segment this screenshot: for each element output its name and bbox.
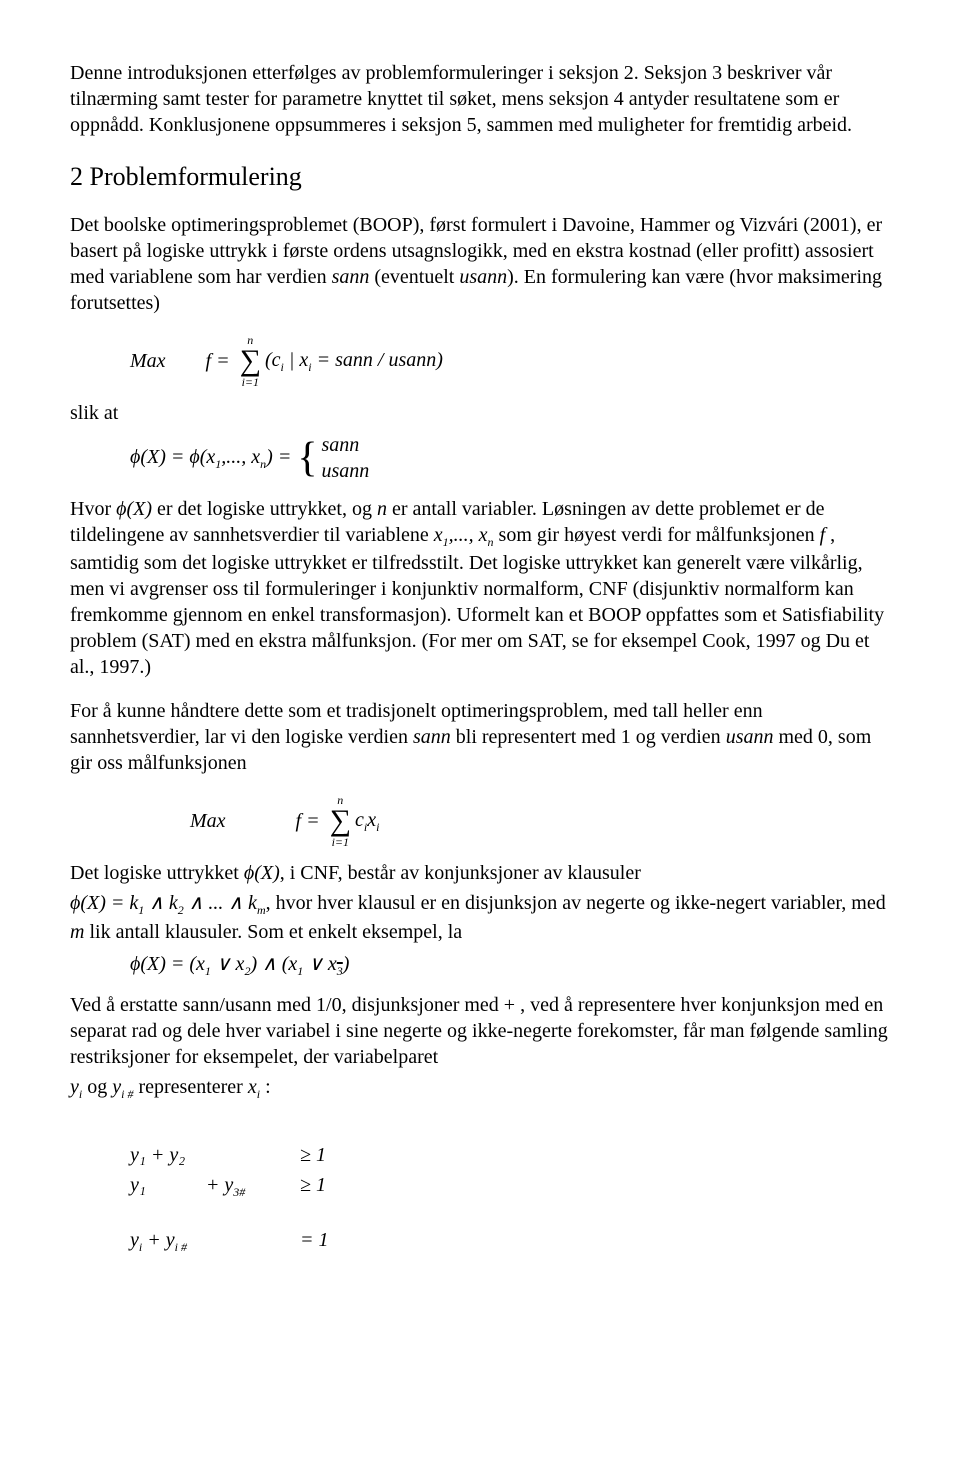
text: x <box>248 1076 257 1098</box>
text: ,..., x <box>449 524 488 546</box>
word-usann: usann <box>726 726 774 748</box>
constraint-rhs: ≥ 1 <box>300 1142 326 1168</box>
text: , hvor hver klausul er en disjunksjon av… <box>266 892 886 914</box>
text: + y <box>142 1229 174 1251</box>
paragraph-constraints-intro: Ved å erstatte sann/usann med 1/0, disju… <box>70 992 890 1070</box>
text: er det logiske uttrykket, og <box>152 498 377 520</box>
objective-function-1: Max f = n ∑ i=1 (ci | xi = sann / usann) <box>130 334 890 388</box>
paragraph-boop-def: Det boolske optimeringsproblemet (BOOP),… <box>70 212 890 316</box>
text: , samtidig som det logiske uttrykket er … <box>70 524 884 679</box>
text: bli representert med 1 og verdien <box>451 726 726 748</box>
text: ϕ(X) = ϕ(x <box>130 446 215 468</box>
text: | x <box>284 349 308 371</box>
section-heading: 2 Problemformulering <box>70 160 890 194</box>
text: ∧ ... ∧ k <box>184 892 257 914</box>
text: y₁ <box>130 1174 146 1196</box>
text: lik antall klausuler. Som et enkelt ekse… <box>84 921 462 943</box>
brace-option-usann: usann <box>322 458 370 484</box>
intro-paragraph: Denne introduksjonen etterfølges av prob… <box>70 60 890 138</box>
paragraph-numeric: For å kunne håndtere dette som et tradis… <box>70 698 890 776</box>
max-label: Max <box>190 808 226 834</box>
text: ) <box>343 953 350 975</box>
phi-x: ϕ(X) <box>244 862 280 884</box>
text: ϕ(X) = k <box>70 892 138 914</box>
sum-lower: i=1 <box>242 376 259 388</box>
summation-icon: n ∑ i=1 <box>330 794 351 848</box>
paragraph-solution: Hvor ϕ(X) er det logiske uttrykket, og n… <box>70 496 890 681</box>
text: ∧ k <box>144 892 178 914</box>
text: Det logiske uttrykket <box>70 862 244 884</box>
text: (c <box>265 349 281 371</box>
text: ϕ(X) = (x <box>130 953 205 975</box>
subscript: i # <box>175 1240 187 1254</box>
subscript: i <box>376 820 379 834</box>
text: som gir høyest verdi for målfunksjonen <box>494 524 820 546</box>
slik-at: slik at <box>70 400 890 426</box>
subscript: i # <box>121 1087 133 1101</box>
constraint-row-2: y₁ + y3# ≥ 1 <box>130 1172 890 1201</box>
objective-function-2: Max f = n ∑ i=1 cixi <box>190 794 890 848</box>
text: : <box>260 1076 271 1098</box>
text: Hvor <box>70 498 116 520</box>
text: ) = <box>266 446 291 468</box>
word-usann: usann <box>459 266 507 288</box>
phi-definition: ϕ(X) = ϕ(x1,..., xn) = { sann usann <box>130 432 890 484</box>
constraint-row-1: y₁ + y₂ ≥ 1 <box>130 1142 890 1168</box>
subscript: m <box>257 903 266 917</box>
brace-option-sann: sann <box>322 432 370 458</box>
m-var: m <box>70 921 84 943</box>
constraint-rhs: ≥ 1 <box>300 1172 326 1198</box>
obj-body: (ci | xi = sann / usann) <box>265 347 443 376</box>
text: representerer <box>133 1076 247 1098</box>
subscript: 3# <box>233 1185 245 1199</box>
phi-lhs: ϕ(X) = ϕ(x1,..., xn) = <box>130 444 291 473</box>
phi-x: ϕ(X) <box>116 498 152 520</box>
brace: { sann usann <box>297 432 369 484</box>
text: , i CNF, består av konjunksjoner av klau… <box>280 862 641 884</box>
text: y <box>112 1076 121 1098</box>
text: Ved å erstatte sann/usann med 1/0, disju… <box>70 994 888 1068</box>
text: ) ∧ (x <box>250 953 297 975</box>
text: (eventuelt <box>369 266 459 288</box>
constraint-row-3: yi + yi # = 1 <box>130 1227 890 1256</box>
text: og <box>82 1076 112 1098</box>
paragraph-cnf: Det logiske uttrykket ϕ(X), i CNF, bestå… <box>70 860 890 886</box>
constraint-lhs: y₁ + y3# <box>130 1172 300 1201</box>
text: ∨ x <box>303 953 337 975</box>
text: c <box>355 809 364 831</box>
summation-icon: n ∑ i=1 <box>240 334 261 388</box>
text: ,..., x <box>221 446 260 468</box>
constraint-lhs: yi + yi # <box>130 1227 300 1256</box>
sum-lower: i=1 <box>332 836 349 848</box>
constraint-rhs: = 1 <box>300 1227 329 1253</box>
f-equals: f = <box>206 348 230 374</box>
text: y <box>70 1076 79 1098</box>
word-sann: sann <box>413 726 451 748</box>
text: x <box>367 809 376 831</box>
f-equals: f = <box>296 808 320 834</box>
example-formula: ϕ(X) = (x1 ∨ x2) ∧ (x1 ∨ x3) <box>130 951 890 980</box>
text: x <box>434 524 443 546</box>
text: + y <box>206 1174 233 1196</box>
n-var: n <box>377 498 387 520</box>
obj2-body: cixi <box>355 807 379 836</box>
variable-pair-line: yi og yi # representerer xi : <box>70 1074 890 1103</box>
text: y <box>130 1229 139 1251</box>
text: = sann / usann) <box>312 349 443 371</box>
text: ∨ x <box>211 953 245 975</box>
constraint-lhs: y₁ + y₂ <box>130 1142 300 1168</box>
word-sann: sann <box>332 266 370 288</box>
max-label: Max <box>130 348 166 374</box>
clause-conjunction: ϕ(X) = k1 ∧ k2 ∧ ... ∧ km, hvor hver kla… <box>70 890 890 945</box>
